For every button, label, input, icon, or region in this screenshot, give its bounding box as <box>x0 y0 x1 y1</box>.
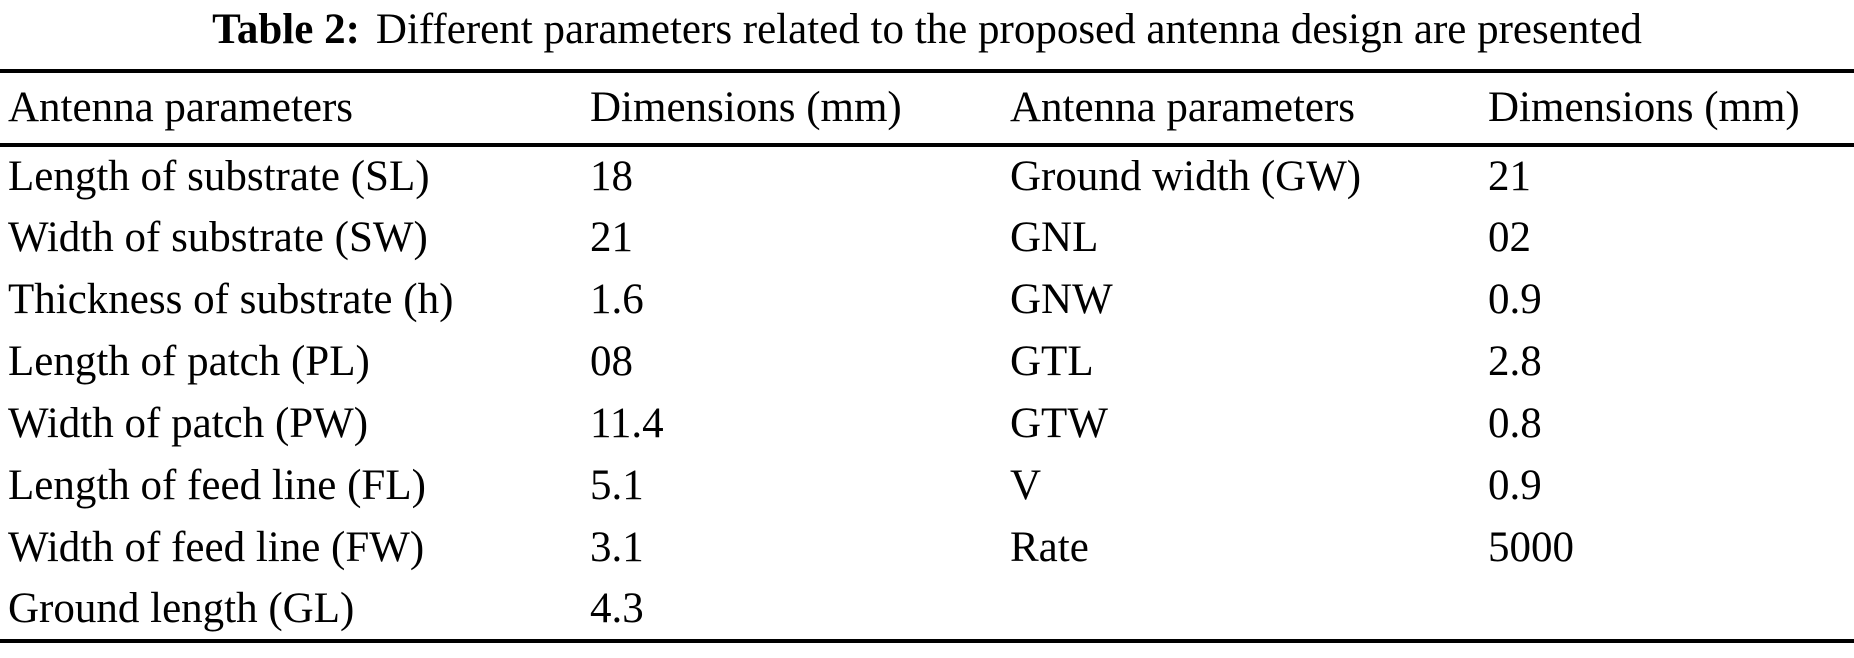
table-row: Ground length (GL) 4.3 <box>0 579 1854 641</box>
table-row: Thickness of substrate (h) 1.6 GNW 0.9 <box>0 269 1854 331</box>
value-cell: 5.1 <box>590 462 644 510</box>
value-cell <box>1488 579 1854 641</box>
param-cell <box>1010 579 1488 641</box>
value-cell: 0.9 <box>1488 462 1542 510</box>
param-cell: GTW <box>1010 400 1108 448</box>
param-cell: Width of feed line (FW) <box>8 524 425 572</box>
param-cell: Width of substrate (SW) <box>8 214 428 262</box>
antenna-parameters-table: Antenna parameters Dimensions (mm) Anten… <box>0 69 1854 643</box>
value-cell: 1.6 <box>590 276 644 324</box>
param-cell: Ground length (GL) <box>8 585 355 633</box>
param-cell: GNW <box>1010 276 1113 324</box>
table-row: Width of feed line (FW) 3.1 Rate 5000 <box>0 517 1854 579</box>
table-row: Length of substrate (SL) 18 Ground width… <box>0 145 1854 207</box>
value-cell: 21 <box>590 214 633 262</box>
param-cell: Ground width (GW) <box>1010 153 1362 201</box>
param-cell: Thickness of substrate (h) <box>8 276 454 324</box>
param-cell: Length of feed line (FL) <box>8 462 426 510</box>
value-cell: 0.8 <box>1488 400 1542 448</box>
header-cell-dimensions-1: Dimensions (mm) <box>590 84 902 132</box>
value-cell: 0.9 <box>1488 276 1542 324</box>
value-cell: 4.3 <box>590 585 644 633</box>
param-cell: GTL <box>1010 338 1094 386</box>
param-cell: Length of substrate (SL) <box>8 153 430 201</box>
value-cell: 5000 <box>1488 524 1574 572</box>
param-cell: GNL <box>1010 214 1099 262</box>
table-caption-text: Different parameters related to the prop… <box>375 6 1642 53</box>
param-cell: V <box>1010 462 1042 510</box>
value-cell: 11.4 <box>590 400 664 448</box>
table-caption: Table 2: Different parameters related to … <box>0 0 1854 56</box>
table-row: Width of patch (PW) 11.4 GTW 0.8 <box>0 393 1854 455</box>
param-cell: Length of patch (PL) <box>8 338 370 386</box>
value-cell: 02 <box>1488 214 1531 262</box>
header-row: Antenna parameters Dimensions (mm) Anten… <box>0 70 1854 145</box>
value-cell: 3.1 <box>590 524 644 572</box>
header-cell-antenna-parameters-2: Antenna parameters <box>1010 84 1356 132</box>
table-row: Length of feed line (FL) 5.1 V 0.9 <box>0 455 1854 517</box>
value-cell: 21 <box>1488 153 1531 201</box>
header-cell-dimensions-2: Dimensions (mm) <box>1488 84 1800 132</box>
value-cell: 18 <box>590 153 633 201</box>
header-cell-antenna-parameters-1: Antenna parameters <box>8 84 354 132</box>
param-cell: Width of patch (PW) <box>8 400 369 448</box>
table-caption-label: Table 2: <box>212 6 360 53</box>
table-row: Length of patch (PL) 08 GTL 2.8 <box>0 331 1854 393</box>
value-cell: 08 <box>590 338 633 386</box>
value-cell: 2.8 <box>1488 338 1542 386</box>
table-row: Width of substrate (SW) 21 GNL 02 <box>0 207 1854 269</box>
param-cell: Rate <box>1010 524 1089 572</box>
